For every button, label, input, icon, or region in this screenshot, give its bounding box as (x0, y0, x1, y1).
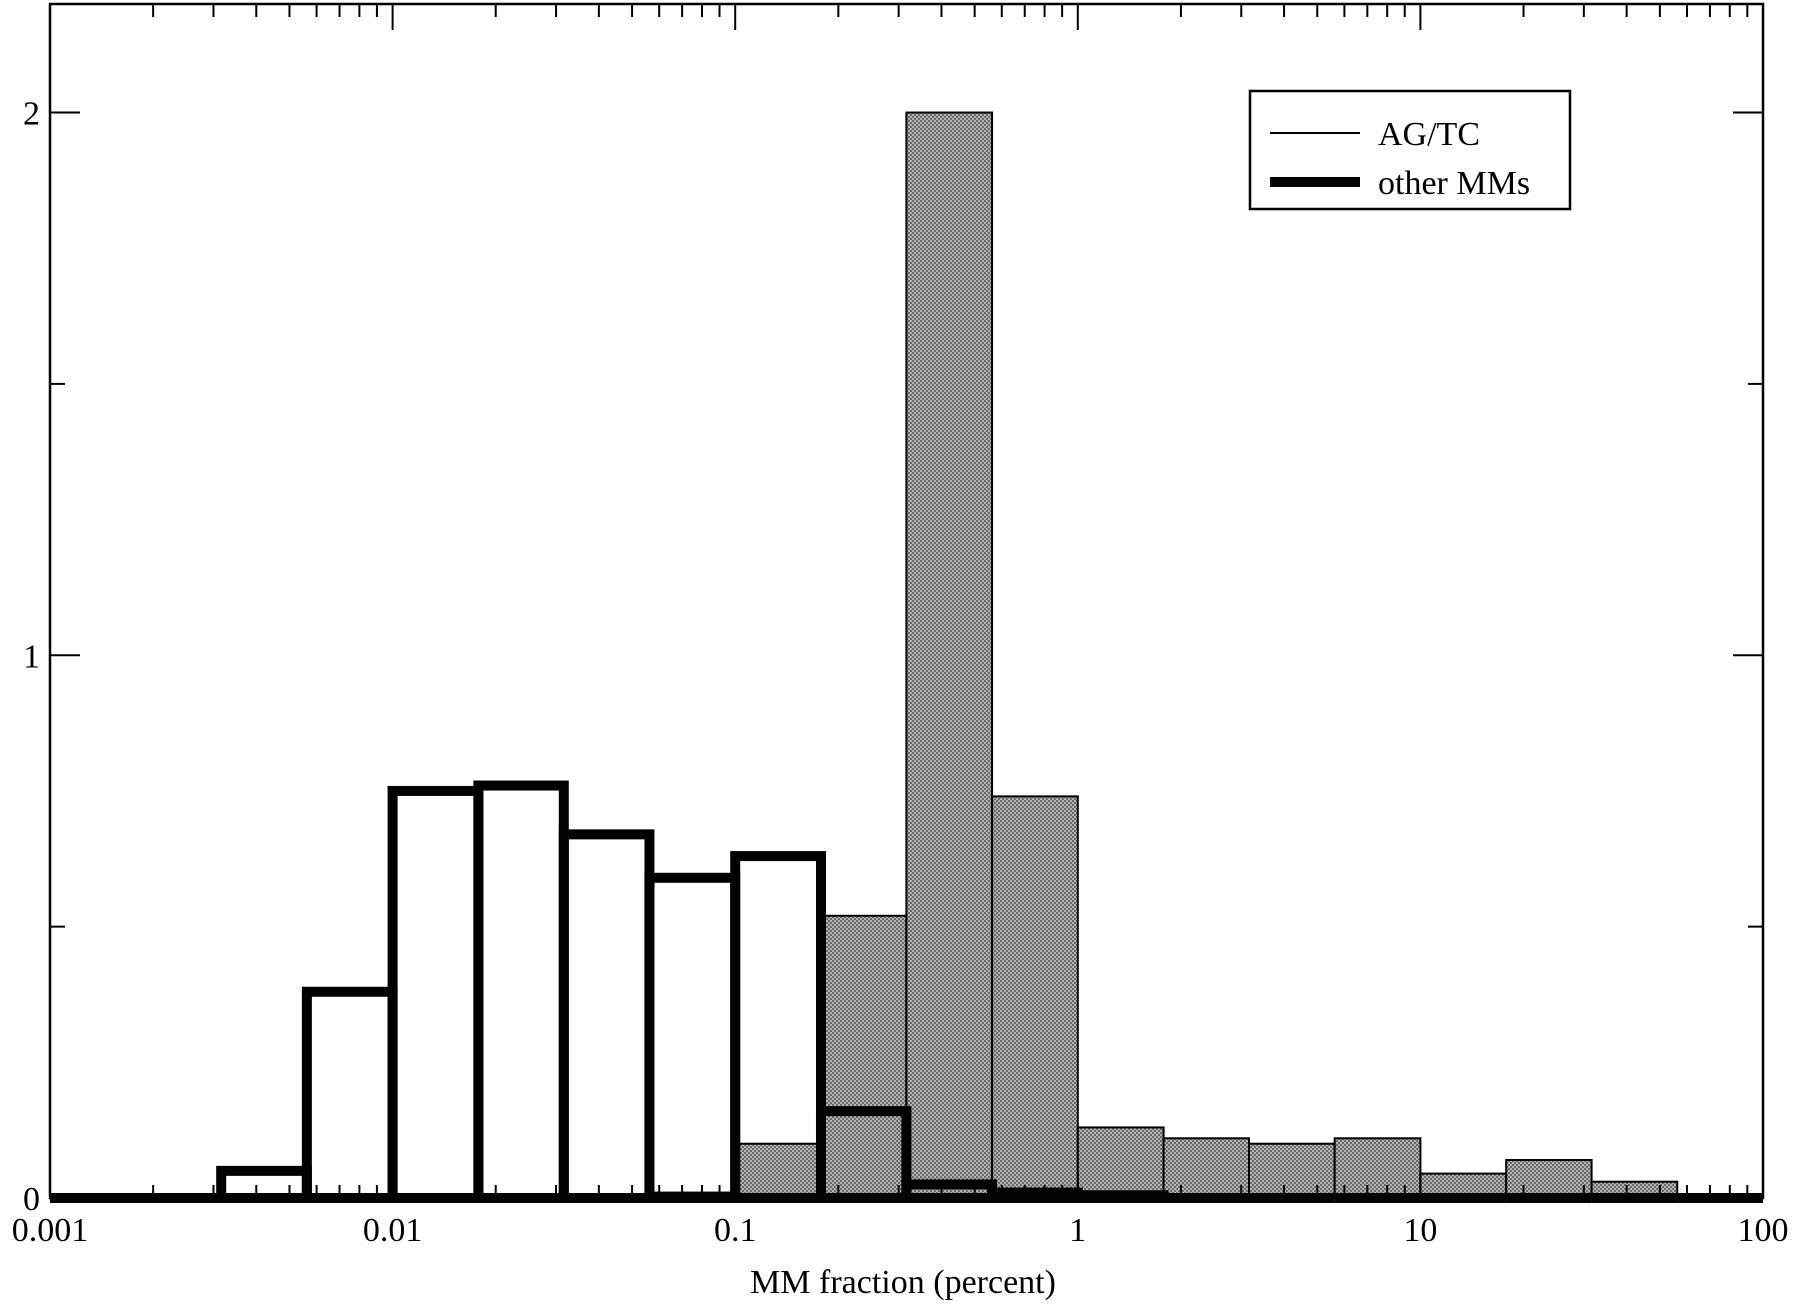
other-mms-bar-5 (558, 829, 655, 1203)
legend-label-other-mms: other MMs (1378, 165, 1530, 202)
ag-tc-bar-11 (1076, 1126, 1165, 1199)
y-tick-label: 0 (23, 1181, 40, 1218)
legend-label-ag-tc: AG/TC (1378, 116, 1480, 153)
ag-tc-bar-12 (1162, 1137, 1250, 1200)
legend: AG/TC other MMs (1248, 89, 1572, 211)
ag-tc-bars (477, 111, 1679, 1200)
x-tick-label: 1 (1069, 1212, 1086, 1249)
ag-tc-bar-16 (1505, 1159, 1593, 1199)
ag-tc-bar-9 (905, 111, 994, 1200)
other-mms-bar-3 (387, 785, 484, 1203)
other-mms-bar-4 (473, 780, 569, 1203)
x-tick-label: 0.1 (714, 1212, 757, 1249)
x-tick-label: 10 (1403, 1212, 1437, 1249)
plot-frame (48, 2, 1765, 1200)
other-mms-bar-1 (216, 1165, 312, 1204)
ag-tc-bar-8 (819, 914, 908, 1199)
x-tick-label: 100 (1738, 1212, 1789, 1249)
axis-ticks (49, 4, 1764, 1199)
axis-tick-labels: 0.001 0.01 0.1 1 10 100 0 1 2 (12, 96, 1789, 1249)
ag-tc-bar-7 (734, 1142, 822, 1200)
x-axis-label: MM fraction (percent) (750, 1264, 1056, 1301)
ag-tc-bar-13 (1247, 1142, 1336, 1200)
other-mms-bar-2 (301, 986, 398, 1203)
y-tick-label: 2 (23, 96, 40, 133)
other-mms-bar-6 (644, 872, 741, 1203)
x-tick-label: 0.01 (363, 1212, 423, 1249)
y-tick-label: 1 (23, 638, 40, 675)
legend-box (1248, 89, 1572, 211)
ag-tc-bar-10 (991, 795, 1079, 1200)
ag-tc-bar-14 (1333, 1137, 1422, 1200)
x-tick-label: 0.001 (12, 1212, 89, 1249)
